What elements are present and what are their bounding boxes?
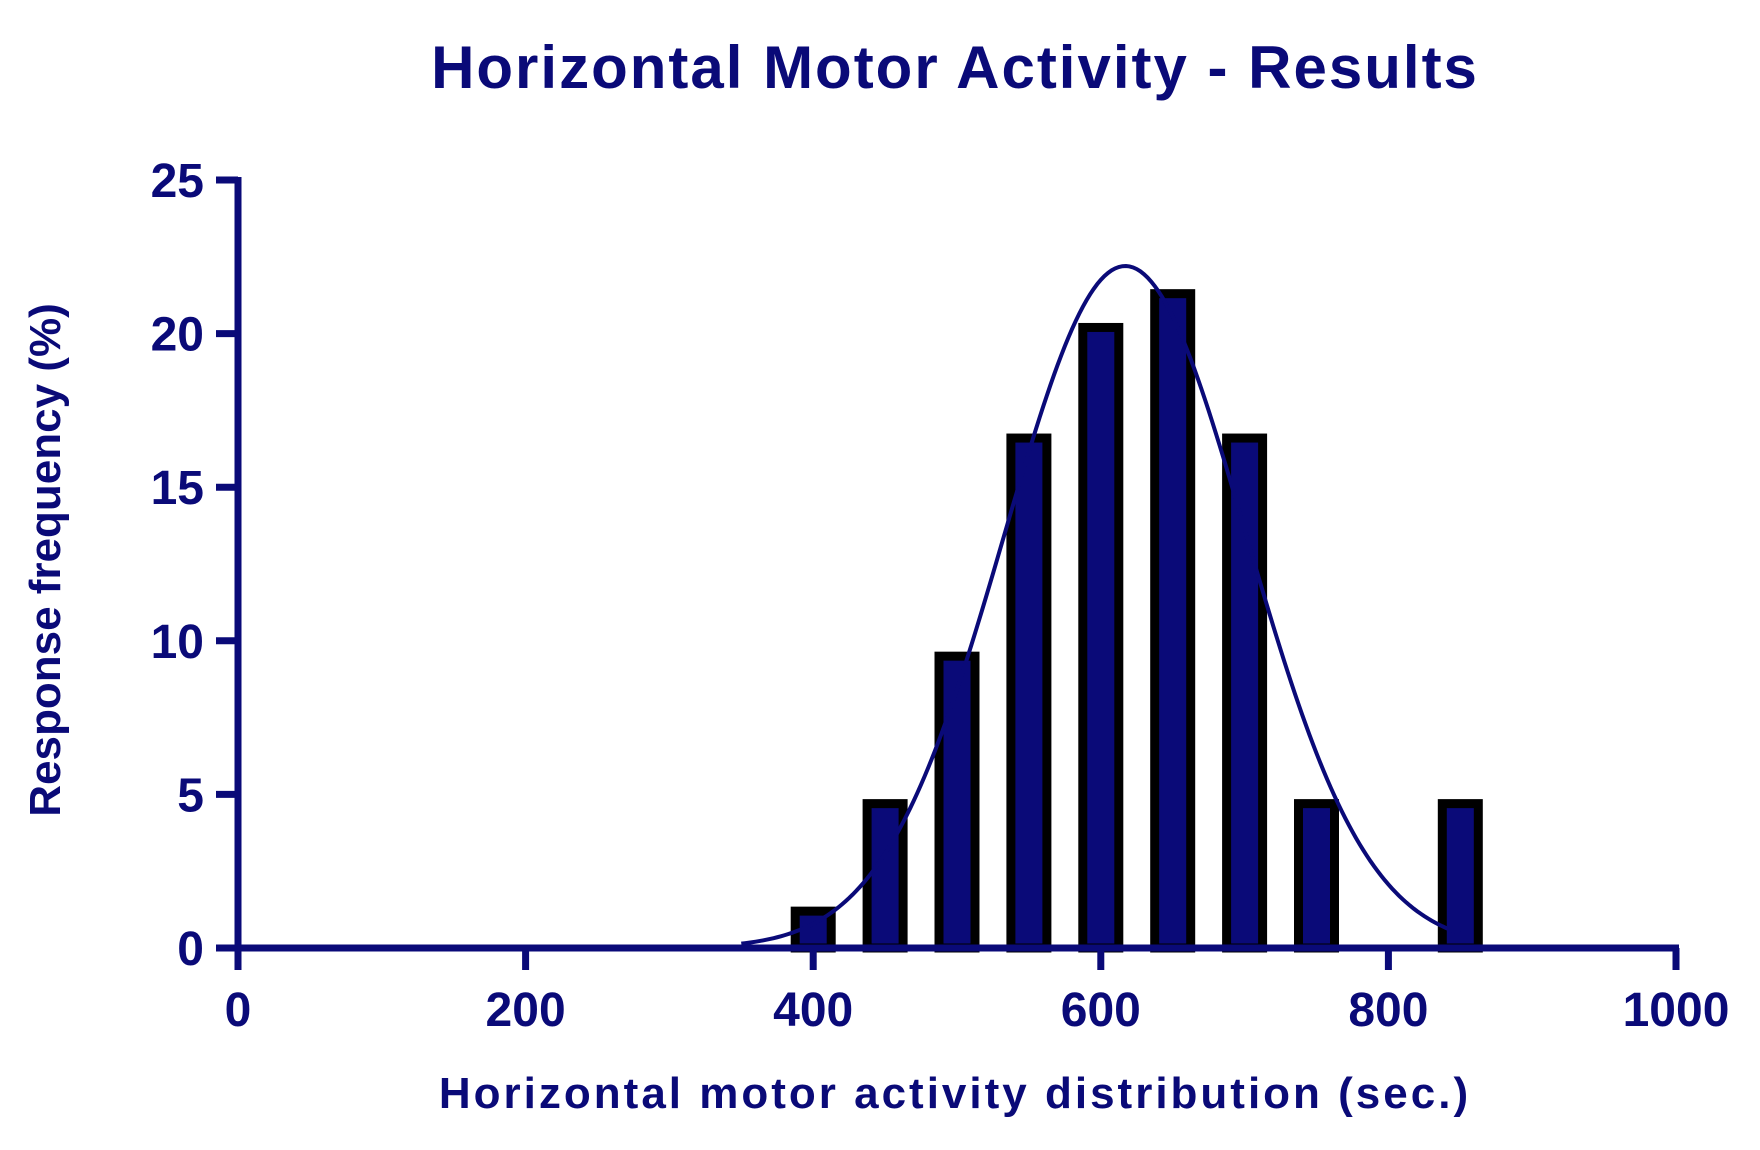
histogram-bar: [934, 651, 980, 953]
x-tick-label: 200: [486, 984, 566, 1037]
y-tick-label: 5: [177, 769, 204, 822]
histogram-bar: [1294, 799, 1339, 953]
gaussian-fit-curve: [741, 264, 1461, 946]
tick-labels-group: 0 200 400 600 800 1000 0 5 10 15 20 25: [151, 155, 1730, 1037]
y-tick-label: 25: [151, 155, 204, 208]
histogram-bar: [862, 799, 908, 953]
histogram-bar: [1078, 322, 1124, 953]
y-tick-label: 15: [151, 462, 204, 515]
histogram-bar: [1437, 799, 1483, 953]
x-axis-label: Horizontal motor activity distribution (…: [439, 1069, 1471, 1118]
bars-group: [790, 289, 1483, 953]
y-tick-label: 0: [177, 923, 204, 976]
x-tick-label: 400: [773, 984, 853, 1037]
chart-title: Horizontal Motor Activity - Results: [431, 34, 1479, 101]
y-tick-label: 20: [151, 309, 204, 362]
histogram-bar: [1222, 433, 1268, 953]
fit-curve-group: [741, 264, 1461, 946]
y-tick-label: 10: [151, 616, 204, 669]
x-tick-label: 800: [1348, 984, 1428, 1037]
axes-group: [216, 176, 1680, 970]
histogram-bar: [1150, 289, 1196, 953]
histogram-bar: [1006, 433, 1052, 953]
x-tick-label: 0: [225, 984, 252, 1037]
x-tick-label: 600: [1061, 984, 1141, 1037]
x-tick-label: 1000: [1623, 984, 1730, 1037]
y-axis-label: Response frequency (%): [21, 303, 70, 816]
